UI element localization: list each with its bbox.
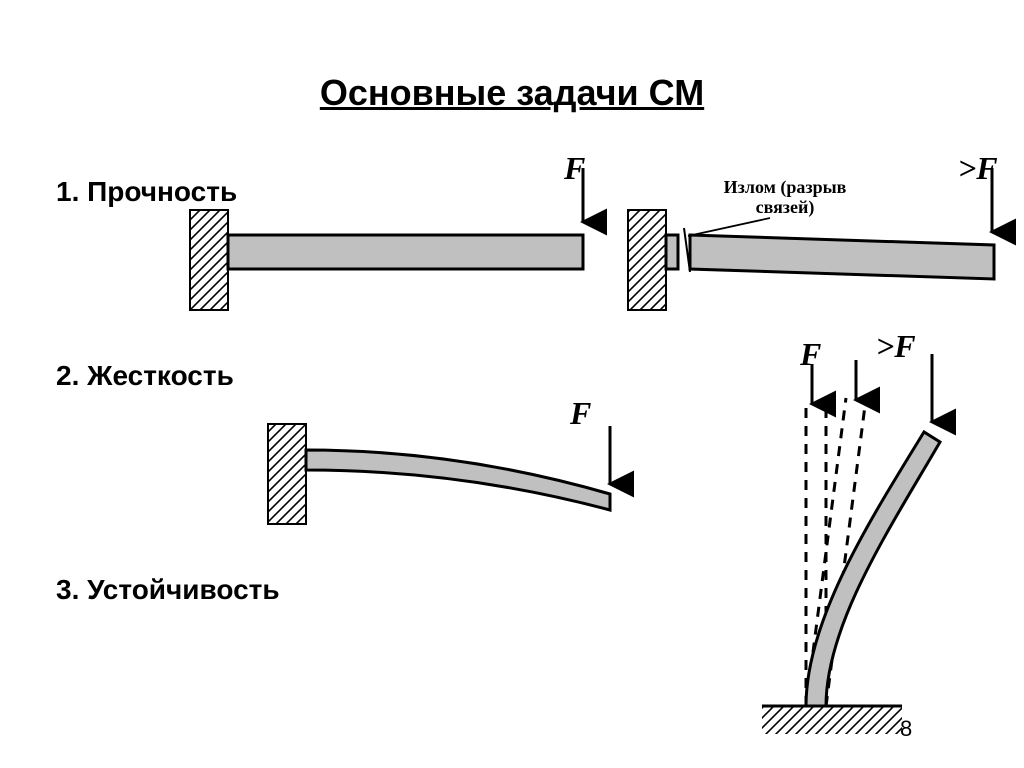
stiffness-diagram	[268, 424, 610, 524]
stability-diagram	[762, 354, 940, 734]
strength-left-diagram	[190, 168, 583, 310]
diagrams-svg	[0, 0, 1024, 768]
strength-right-diagram	[628, 168, 994, 310]
page: Основные задачи СМ 1. Прочность 2. Жестк…	[0, 0, 1024, 768]
